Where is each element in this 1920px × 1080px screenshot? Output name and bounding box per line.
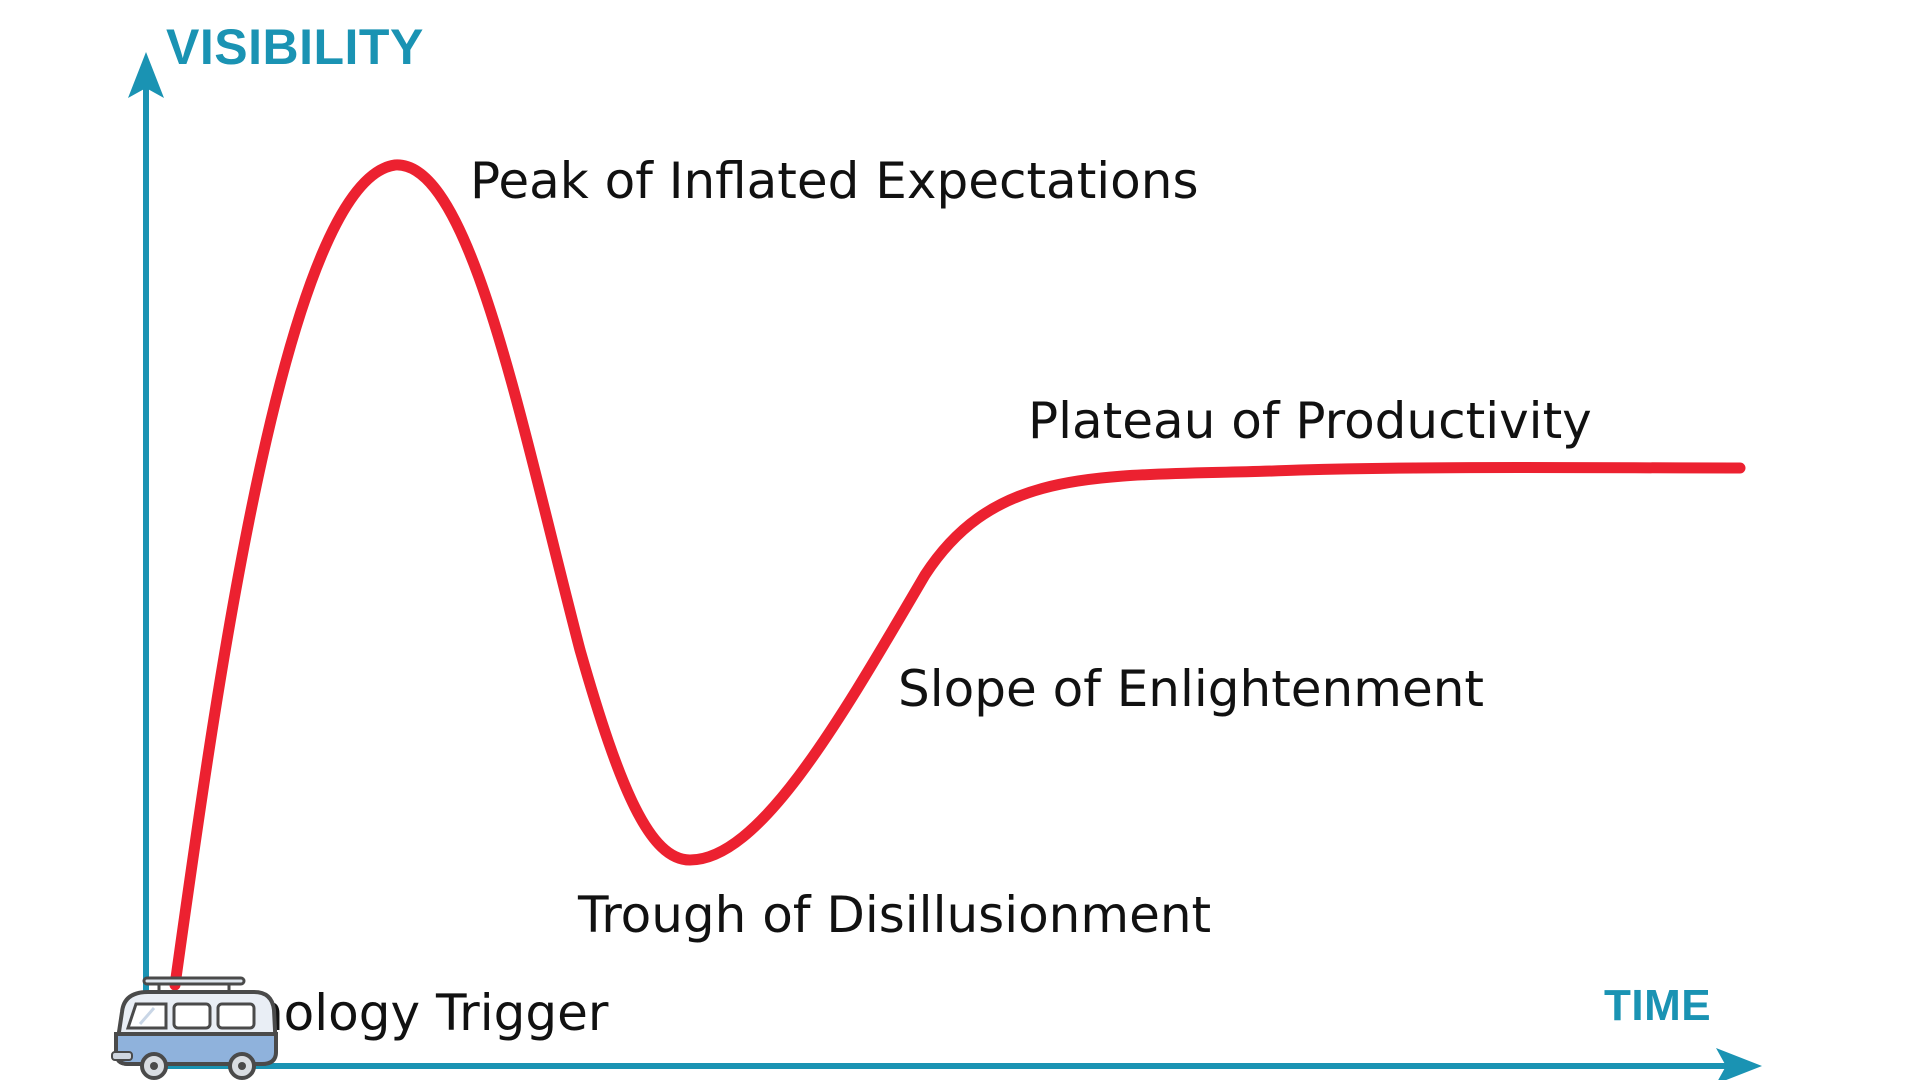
x-axis-label: TIME xyxy=(1604,981,1711,1030)
label-peak: Peak of Inflated Expectations xyxy=(470,152,1199,210)
label-slope: Slope of Enlightenment xyxy=(898,660,1484,718)
y-axis-label: VISIBILITY xyxy=(166,19,424,75)
hype-curve xyxy=(169,159,1746,991)
label-trough: Trough of Disillusionment xyxy=(577,886,1211,944)
camper-van-icon xyxy=(111,976,279,1080)
y-axis-arrow-icon xyxy=(128,52,164,98)
x-axis-arrow-icon xyxy=(1716,1048,1762,1080)
label-plateau: Plateau of Productivity xyxy=(1028,392,1592,450)
